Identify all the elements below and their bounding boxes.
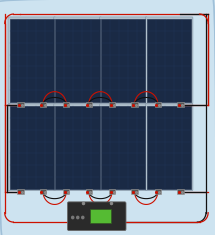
Bar	[10, 19, 54, 102]
FancyBboxPatch shape	[145, 104, 193, 191]
Bar	[147, 19, 191, 102]
Circle shape	[72, 216, 74, 219]
Circle shape	[77, 216, 79, 219]
FancyBboxPatch shape	[145, 17, 193, 104]
Bar	[40, 102, 46, 107]
Bar	[40, 189, 46, 194]
Bar	[101, 19, 145, 102]
Bar	[17, 189, 24, 194]
Bar	[86, 102, 92, 107]
Bar	[55, 106, 100, 189]
Bar	[131, 102, 138, 107]
Bar	[155, 189, 161, 194]
FancyBboxPatch shape	[68, 202, 126, 231]
FancyBboxPatch shape	[100, 17, 147, 104]
Bar	[109, 189, 115, 194]
Bar	[147, 106, 191, 189]
Bar	[177, 102, 184, 107]
Bar	[17, 102, 24, 107]
FancyBboxPatch shape	[8, 104, 55, 191]
Bar	[101, 106, 145, 189]
Circle shape	[82, 216, 84, 219]
Bar	[55, 19, 100, 102]
Bar	[90, 209, 111, 223]
Bar	[63, 102, 69, 107]
Bar	[131, 189, 138, 194]
FancyBboxPatch shape	[100, 104, 147, 191]
FancyBboxPatch shape	[54, 17, 101, 104]
FancyBboxPatch shape	[54, 104, 101, 191]
Bar	[10, 106, 54, 189]
Bar	[155, 102, 161, 107]
FancyBboxPatch shape	[8, 17, 55, 104]
Bar	[109, 102, 115, 107]
Bar	[63, 189, 69, 194]
Bar	[177, 189, 184, 194]
Bar	[86, 189, 92, 194]
